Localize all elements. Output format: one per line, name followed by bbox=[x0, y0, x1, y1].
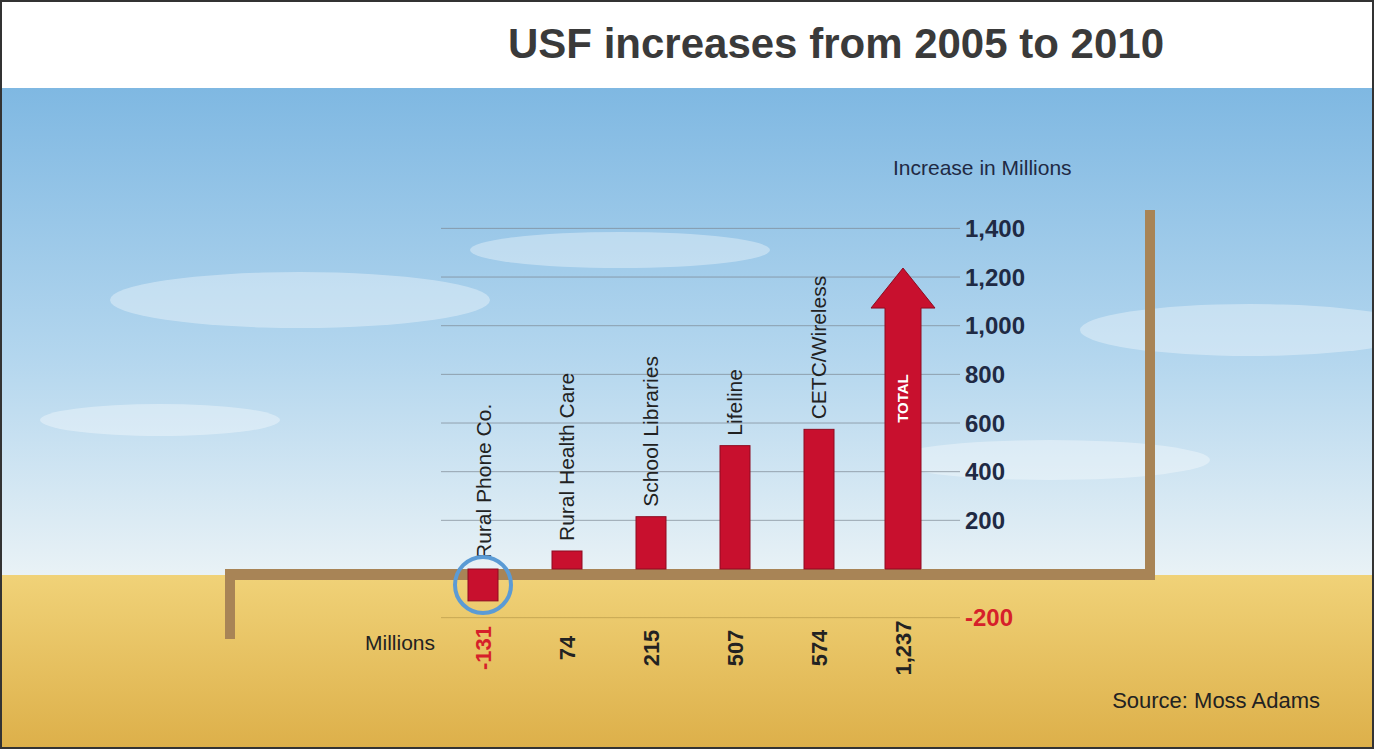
grid bbox=[441, 228, 960, 617]
category-label: Rural Health Care bbox=[556, 373, 579, 541]
grid-line bbox=[441, 520, 960, 521]
background bbox=[0, 0, 1374, 749]
tick-label: 200 bbox=[965, 507, 1005, 534]
tick-label: 600 bbox=[965, 410, 1005, 437]
grid-line bbox=[441, 617, 960, 618]
post bbox=[1145, 210, 1155, 580]
data-label: -131 bbox=[471, 626, 496, 670]
cloud bbox=[470, 232, 770, 268]
category-label: Rural Phone Co. bbox=[472, 404, 495, 559]
data-label: 507 bbox=[723, 630, 748, 667]
baseline bbox=[225, 569, 1155, 580]
tick-label: 1,400 bbox=[965, 215, 1025, 242]
bar bbox=[636, 517, 666, 569]
cloud bbox=[40, 404, 280, 436]
labels: Rural Phone Co. -131 Rural Health Care 74 Sc… bbox=[455, 276, 916, 676]
category-label: Lifeline bbox=[724, 369, 747, 436]
grid-line bbox=[441, 277, 960, 278]
tick-label: -200 bbox=[965, 604, 1013, 631]
category-label: School Libraries bbox=[640, 356, 663, 507]
category-label: CETC/Wireless bbox=[808, 276, 831, 420]
field bbox=[2, 575, 1372, 747]
grid-line bbox=[441, 471, 960, 472]
data-label: 74 bbox=[555, 635, 580, 660]
tick-label: 1,200 bbox=[965, 264, 1025, 291]
tick-label: 1,000 bbox=[965, 312, 1025, 339]
bar bbox=[552, 551, 582, 569]
cloud bbox=[1080, 304, 1374, 356]
chart: USF increases from 2005 to 2010 -200 200 40… bbox=[0, 0, 1374, 749]
data-label: 574 bbox=[807, 629, 832, 666]
category-label: TOTAL bbox=[895, 374, 912, 423]
tick-label: 800 bbox=[965, 361, 1005, 388]
grid-line bbox=[441, 325, 960, 326]
post bbox=[225, 569, 235, 639]
source: Source: Moss Adams bbox=[1112, 688, 1320, 713]
bar bbox=[468, 569, 498, 601]
bar bbox=[720, 446, 750, 569]
grid-line bbox=[441, 423, 960, 424]
bar bbox=[804, 429, 834, 569]
marks bbox=[468, 268, 935, 601]
axis-title: Increase in Millions bbox=[893, 156, 1072, 179]
grid-line bbox=[441, 374, 960, 375]
cloud bbox=[890, 440, 1210, 480]
title: USF increases from 2005 to 2010 bbox=[508, 20, 1164, 67]
annotation: Millions bbox=[365, 631, 435, 654]
highlight-ring bbox=[455, 557, 511, 613]
frame bbox=[1, 1, 1373, 748]
cloud bbox=[110, 272, 490, 328]
data-label: 1,237 bbox=[891, 620, 916, 675]
grid-line bbox=[441, 228, 960, 229]
data-label: 215 bbox=[639, 630, 664, 667]
bar-arrow bbox=[871, 268, 935, 569]
tick-label: 400 bbox=[965, 458, 1005, 485]
